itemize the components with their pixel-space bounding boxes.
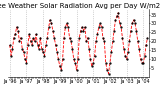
Title: Milwaukee Weather Solar Radiation Avg per Day W/m2/minute: Milwaukee Weather Solar Radiation Avg pe… [0,3,160,9]
